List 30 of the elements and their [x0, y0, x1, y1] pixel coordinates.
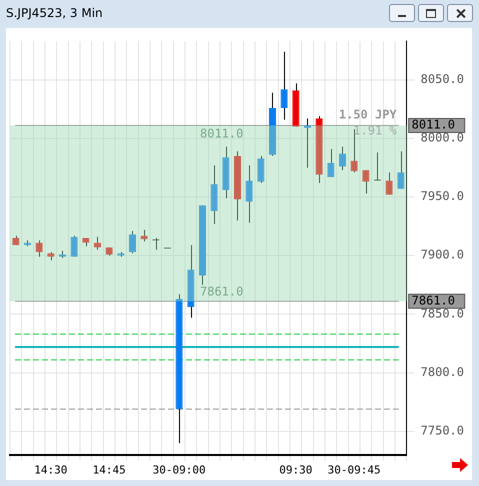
candlestick — [142, 229, 147, 242]
candlestick — [246, 164, 252, 224]
annotation: 1.91 % — [353, 124, 398, 138]
x-tick-label: 30-09:00 — [152, 463, 206, 476]
annotation: 1.50 JPY — [338, 108, 398, 122]
text: 7861.0 — [412, 293, 456, 308]
candlestick — [398, 150, 404, 190]
y-tick-label: 8000.0 — [420, 130, 464, 145]
x-tick-label: 30-09:45 — [328, 463, 381, 476]
candlestick — [386, 172, 392, 196]
candlestick — [328, 148, 334, 178]
y-tick-label: 7900.0 — [420, 248, 464, 262]
candlestick — [130, 230, 135, 254]
candlestick — [340, 146, 345, 171]
x-tick-label: 14:45 — [92, 463, 126, 476]
y-tick-label: 7750.0 — [420, 423, 464, 438]
text: 8011.0 — [412, 118, 456, 132]
y-tick-label: 7850.0 — [420, 306, 464, 320]
y-tick-label: 7950.0 — [420, 189, 464, 204]
x-tick-label: 09:30 — [279, 463, 312, 476]
candlestick — [363, 170, 368, 194]
ref-line-label: 7861.0 — [200, 284, 244, 298]
x-tick-label: 14:30 — [34, 463, 68, 476]
candlestick — [258, 156, 264, 184]
chart-title: S.JPJ4523, 3 Min — [6, 6, 103, 20]
y-tick-label: 7800.0 — [420, 364, 464, 379]
ref-line-label: 8011.0 — [200, 126, 244, 141]
candlestick — [72, 235, 77, 258]
candlestick — [304, 118, 310, 168]
y-tick-label: 8050.0 — [420, 72, 464, 86]
